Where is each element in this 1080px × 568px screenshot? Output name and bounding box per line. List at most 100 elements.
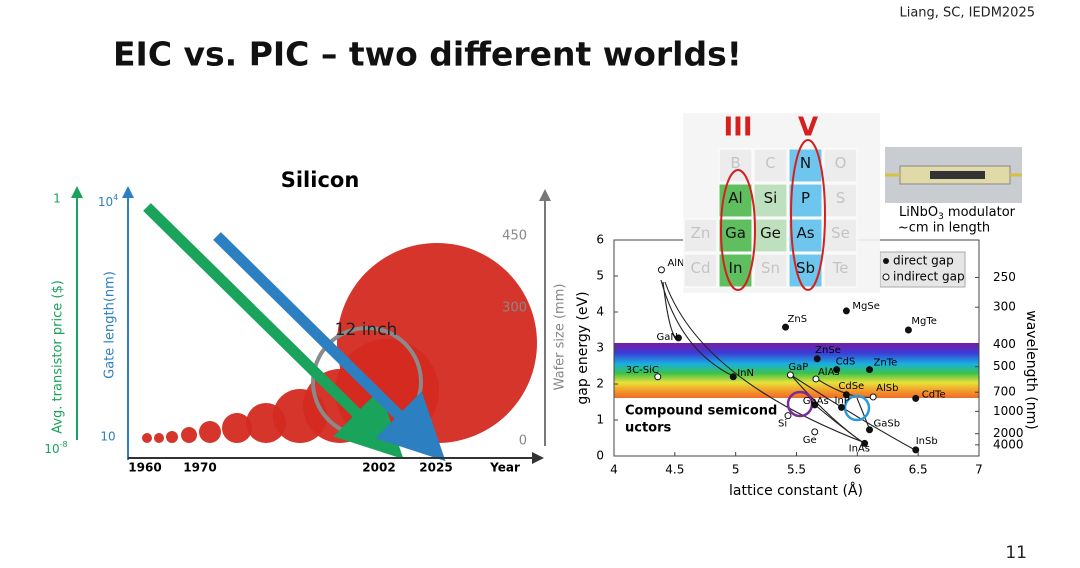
material-label: MgTe — [911, 316, 937, 327]
material-point — [654, 373, 662, 381]
element-symbol: Te — [832, 259, 849, 277]
wafer-tick: 0 — [519, 434, 527, 449]
material-point — [782, 323, 790, 331]
x-tick-label: 5 — [732, 463, 740, 477]
gate-top: 104 — [98, 193, 118, 209]
subscript: 3 — [938, 212, 944, 222]
base: 10 — [98, 195, 113, 209]
exp: -8 — [60, 440, 68, 449]
element-cell — [823, 148, 858, 183]
y-tick-label: 1 — [596, 413, 604, 427]
material-point — [674, 334, 682, 342]
material-point — [784, 412, 792, 420]
material-label: AlSb — [876, 383, 898, 394]
material-point — [912, 446, 920, 454]
group-label: V — [798, 113, 818, 143]
gap-chart: direct gap indirect gap Compound semicon… — [575, 233, 1039, 500]
material-label: AlN — [667, 258, 684, 269]
element-cell — [788, 218, 823, 253]
element-symbol: Zn — [691, 224, 711, 242]
citation: Liang, SC, IEDM2025 — [899, 6, 1035, 21]
x-tick-label: 4 — [610, 463, 618, 477]
curve — [814, 404, 866, 445]
material-label: AlAs — [818, 367, 840, 378]
material-point — [904, 326, 912, 334]
material-label: Si — [778, 419, 787, 430]
element-symbol: O — [835, 154, 847, 172]
material-point — [811, 401, 819, 409]
bubble — [181, 427, 197, 443]
chart-title: Silicon — [281, 168, 360, 192]
bubble — [222, 413, 252, 443]
element-symbol: B — [730, 154, 740, 172]
material-point — [912, 394, 920, 402]
wafer-axis-label: Wafer size (mm) — [553, 284, 568, 391]
element-symbol: Ge — [760, 224, 781, 242]
legend-entry: indirect gap — [893, 270, 965, 284]
legend-box — [879, 251, 966, 288]
y-tick-label: 3 — [596, 341, 604, 355]
periodic-table: B C N O Al Si P S Zn Ga Ge As Se Cd In Sn Sb Te III V — [683, 113, 880, 293]
element-cell — [753, 218, 788, 253]
y2-tick-label: 4000 — [993, 437, 1024, 451]
y-axis-label: gap energy (eV) — [575, 291, 591, 404]
electrode — [930, 171, 985, 179]
x-axis-label: lattice constant (Å) — [729, 482, 863, 499]
name: LiNbO — [899, 205, 938, 220]
x-tick-label: 5.5 — [787, 463, 806, 477]
gate-axis-label: Gate length(nm) — [103, 271, 118, 379]
region-label: uctors — [625, 421, 672, 436]
y-tick-label: 6 — [596, 233, 604, 247]
element-cell — [753, 183, 788, 218]
y2-tick-label: 400 — [993, 337, 1016, 351]
annotation: 12 inch — [335, 320, 398, 340]
y2-axis-label: wavelength (nm) — [1023, 310, 1039, 429]
gate-bottom: 10 — [100, 430, 115, 444]
curve — [790, 374, 918, 452]
price-arrow — [143, 203, 404, 460]
curve — [664, 281, 869, 445]
bubble — [166, 431, 178, 443]
material-point — [861, 439, 869, 447]
base: 10 — [44, 442, 59, 456]
element-symbol: Si — [764, 189, 778, 207]
material-label: InP — [835, 395, 850, 406]
material-label: GaSb — [874, 419, 901, 430]
suffix: modulator — [944, 205, 1016, 220]
element-symbol: Ga — [725, 224, 746, 242]
element-cell — [753, 148, 788, 183]
element-cell — [683, 218, 718, 253]
element-symbol: Se — [831, 224, 850, 242]
curve — [662, 281, 679, 339]
gate-arrow — [213, 232, 446, 462]
wafer-tick: 300 — [502, 301, 527, 316]
x-tick-label: 7 — [975, 463, 983, 477]
material-label: 3C-SiC — [626, 365, 659, 376]
x-tick-label: 4.5 — [665, 463, 684, 477]
material-label: InN — [737, 368, 754, 379]
material-point — [869, 393, 877, 401]
element-symbol: Al — [728, 189, 742, 207]
material-label: InAs — [849, 443, 870, 454]
material-point — [866, 366, 873, 374]
y2-tick-label: 250 — [993, 270, 1016, 284]
material-point — [812, 375, 820, 383]
element-cell — [683, 253, 718, 288]
y2-tick-label: 300 — [993, 300, 1016, 314]
element-symbol: Cd — [691, 259, 711, 277]
y-tick-label: 4 — [596, 305, 604, 319]
legend-filled — [883, 258, 889, 264]
year-label: 1970 — [183, 461, 216, 475]
bubble — [154, 433, 164, 443]
wafer-tick: 450 — [502, 229, 527, 244]
material-label: CdS — [836, 357, 856, 368]
element-cell — [788, 183, 823, 218]
material-point — [729, 373, 737, 381]
material-label: ZnSe — [815, 345, 841, 356]
y2-tick-label: 1000 — [993, 404, 1024, 418]
y-tick-label: 0 — [596, 449, 604, 463]
material-point — [838, 403, 846, 411]
x-axis-label: Year — [489, 461, 520, 475]
material-label: Ge — [803, 435, 817, 446]
material-point — [842, 391, 850, 399]
